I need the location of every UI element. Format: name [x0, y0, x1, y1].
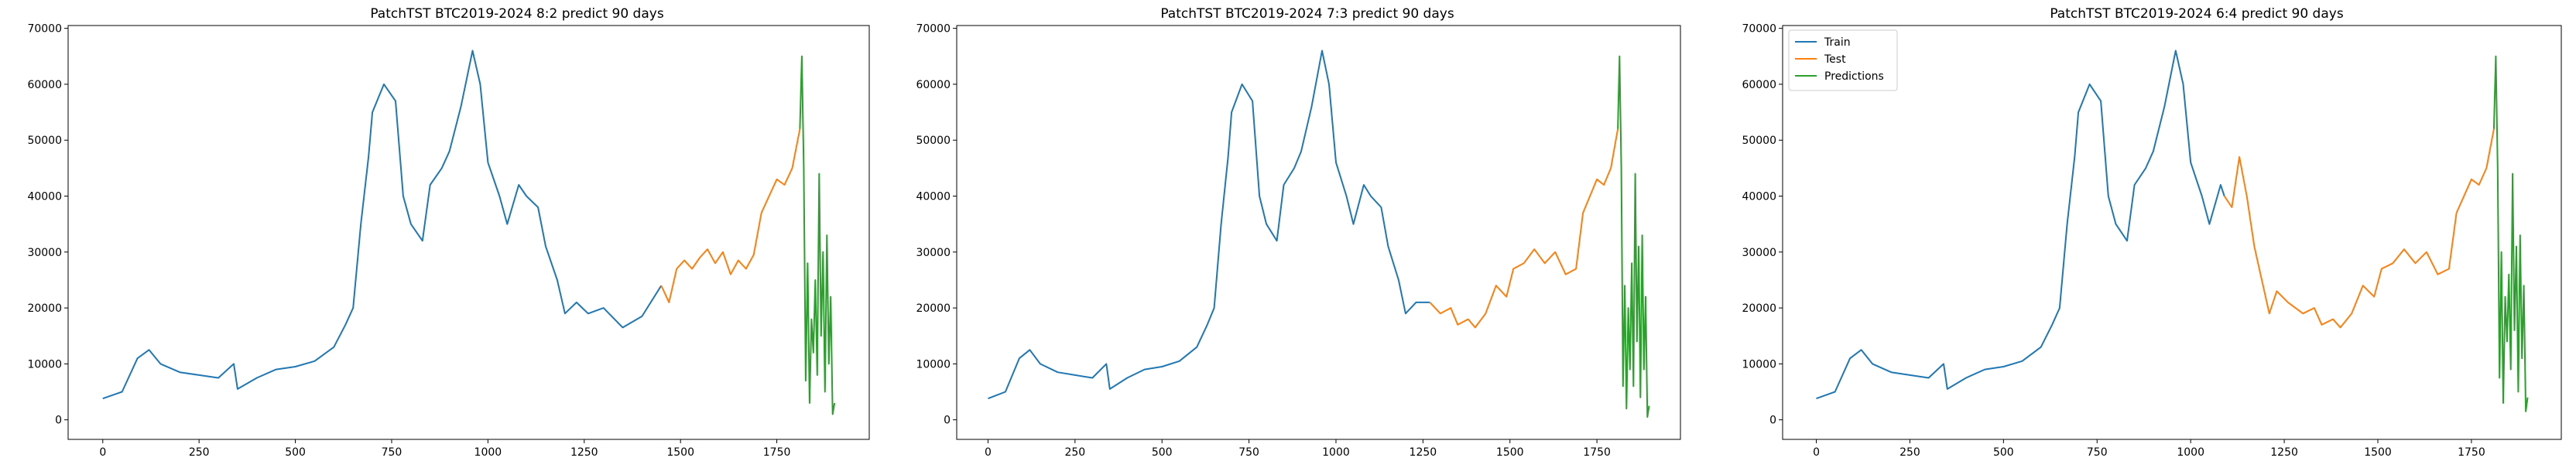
series-line-train: [102, 50, 663, 400]
x-tick-label: 750: [1238, 446, 1259, 459]
x-tick-label: 1250: [1410, 446, 1437, 459]
y-tick-label: 70000: [27, 23, 62, 36]
series-lines: [988, 50, 1650, 418]
legend-label: Test: [1824, 53, 1846, 66]
x-tick-label: 1000: [1322, 446, 1350, 459]
x-tick-label: 250: [1899, 446, 1920, 459]
x-tick-label: 1750: [1583, 446, 1611, 459]
y-tick-label: 60000: [1742, 79, 1776, 91]
y-axis: 0 10000 20000 30000 40000 50000 60000 70000: [916, 23, 957, 427]
x-axis: 0 250 500 750 1000 1250 1500 1750: [985, 439, 1611, 459]
y-axis: 0 10000 20000 30000 40000 50000 60000 70000: [27, 23, 68, 427]
x-tick-label: 250: [189, 446, 210, 459]
legend: Train Test Predictions: [1788, 29, 1898, 91]
x-tick-label: 0: [99, 446, 106, 459]
y-tick-label: 20000: [1742, 302, 1776, 315]
y-tick-label: 0: [1769, 415, 1776, 427]
chart-panel-8-2: PatchTST BTC2019-2024 8:2 predict 90 day…: [27, 6, 870, 459]
chart-panel-7-3: PatchTST BTC2019-2024 7:3 predict 90 day…: [916, 6, 1681, 459]
y-axis: 0 10000 20000 30000 40000 50000 60000 70000: [1742, 23, 1783, 427]
y-tick-label: 30000: [27, 247, 62, 259]
chart-title: PatchTST BTC2019-2024 8:2 predict 90 day…: [370, 6, 664, 22]
series-lines: [1816, 50, 2529, 412]
x-tick-label: 0: [1813, 446, 1820, 459]
y-tick-label: 10000: [1742, 358, 1776, 371]
x-tick-label: 1750: [763, 446, 791, 459]
x-axis: 0 250 500 750 1000 1250 1500 1750: [1813, 439, 2485, 459]
plot-frame: [956, 25, 1681, 440]
plot-frame: [67, 25, 870, 440]
chart-title: PatchTST BTC2019-2024 7:3 predict 90 day…: [1160, 6, 1454, 22]
legend-label: Predictions: [1824, 70, 1884, 83]
x-tick-label: 1000: [474, 446, 502, 459]
x-tick-label: 250: [1064, 446, 1085, 459]
y-tick-label: 10000: [916, 358, 951, 371]
x-axis: 0 250 500 750 1000 1250 1500 1750: [99, 439, 790, 459]
series-line-train: [988, 50, 1430, 400]
series-line-predictions: [1617, 55, 1650, 418]
x-tick-label: 1750: [2458, 446, 2485, 459]
y-tick-label: 40000: [27, 191, 62, 203]
plot-frame: [1782, 25, 2562, 440]
y-tick-label: 30000: [916, 247, 951, 259]
x-tick-label: 750: [2087, 446, 2108, 459]
y-tick-label: 0: [944, 415, 951, 427]
y-tick-label: 70000: [1742, 23, 1776, 36]
x-tick-label: 1500: [1496, 446, 1524, 459]
x-tick-label: 1500: [666, 446, 694, 459]
series-line-test: [2223, 128, 2495, 329]
series-line-predictions: [799, 55, 836, 415]
series-lines: [102, 50, 836, 415]
y-tick-label: 40000: [916, 191, 951, 203]
x-tick-label: 1500: [2364, 446, 2392, 459]
y-tick-label: 10000: [27, 358, 62, 371]
x-tick-label: 500: [1152, 446, 1173, 459]
series-line-train: [1816, 50, 2225, 400]
chart-panel-6-4: PatchTST BTC2019-2024 6:4 predict 90 day…: [1742, 6, 2562, 459]
x-tick-label: 750: [382, 446, 402, 459]
y-tick-label: 70000: [916, 23, 951, 36]
x-tick-label: 1250: [2270, 446, 2298, 459]
legend-label: Train: [1824, 36, 1851, 49]
y-tick-label: 50000: [916, 135, 951, 147]
y-tick-label: 60000: [916, 79, 951, 91]
series-line-predictions: [2492, 55, 2529, 412]
series-line-test: [660, 128, 801, 303]
x-tick-label: 1000: [2177, 446, 2204, 459]
y-tick-label: 20000: [916, 302, 951, 315]
x-tick-label: 500: [285, 446, 306, 459]
x-tick-label: 1250: [570, 446, 598, 459]
chart-title: PatchTST BTC2019-2024 6:4 predict 90 day…: [2050, 6, 2344, 22]
y-tick-label: 40000: [1742, 191, 1776, 203]
y-tick-label: 30000: [1742, 247, 1776, 259]
y-tick-label: 20000: [27, 302, 62, 315]
y-tick-label: 0: [55, 415, 62, 427]
series-line-test: [1429, 128, 1619, 329]
x-tick-label: 0: [985, 446, 992, 459]
y-tick-label: 60000: [27, 79, 62, 91]
y-tick-label: 50000: [1742, 135, 1776, 147]
y-tick-label: 50000: [27, 135, 62, 147]
x-tick-label: 500: [1993, 446, 2014, 459]
